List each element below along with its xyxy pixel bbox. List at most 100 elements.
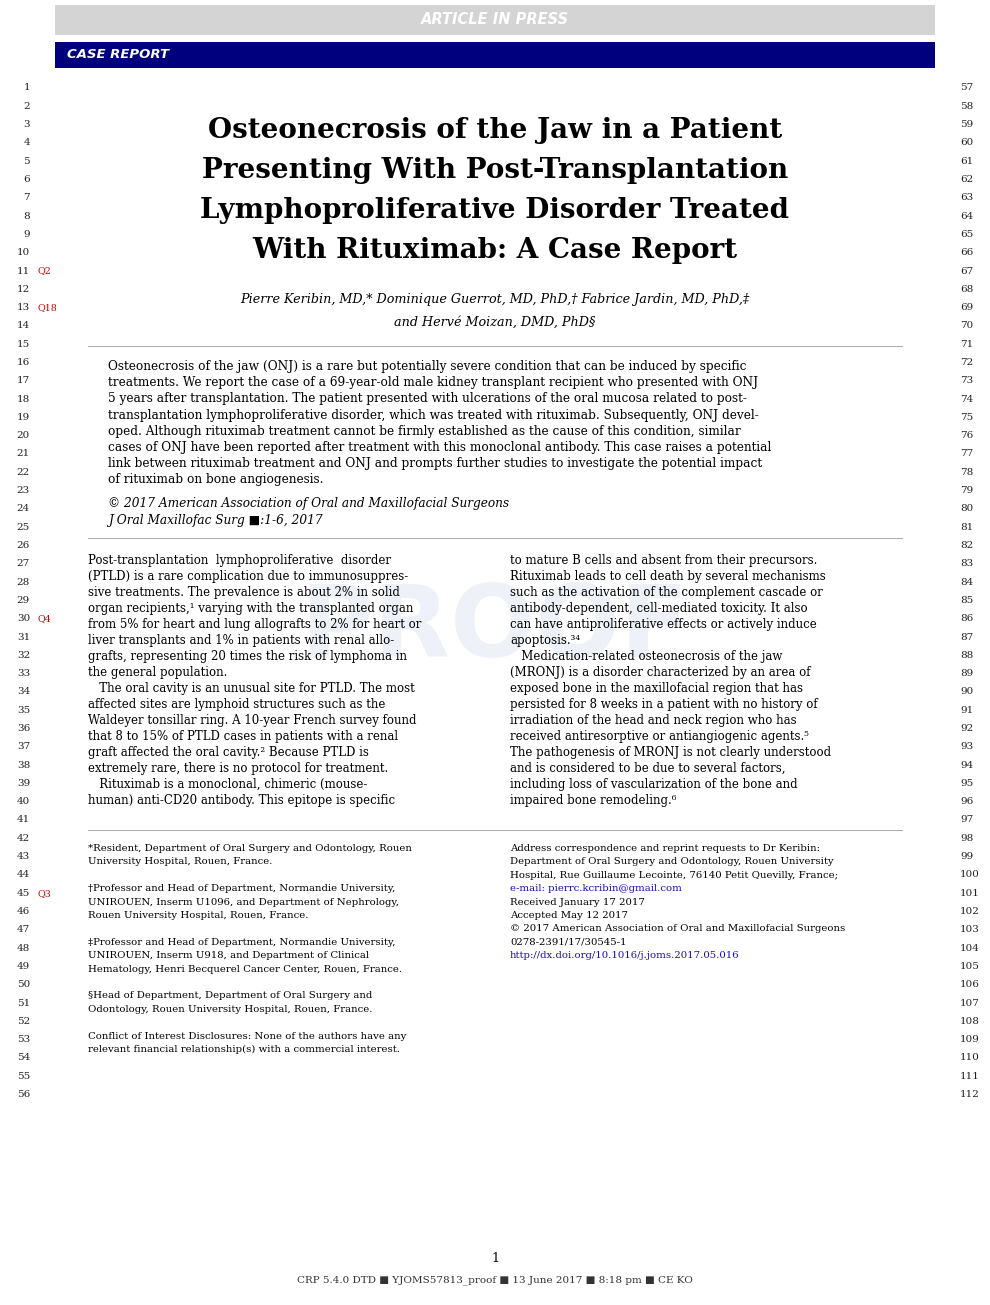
Text: 70: 70	[960, 321, 973, 330]
Text: §Head of Department, Department of Oral Surgery and: §Head of Department, Department of Oral …	[88, 992, 372, 1001]
Text: 105: 105	[960, 962, 980, 971]
Text: such as the activation of the complement cascade or: such as the activation of the complement…	[510, 586, 823, 599]
Text: 10: 10	[17, 248, 30, 257]
Text: 16: 16	[17, 358, 30, 367]
Text: 31: 31	[17, 633, 30, 642]
Text: †Professor and Head of Department, Normandie University,: †Professor and Head of Department, Norma…	[88, 885, 395, 893]
Text: 86: 86	[960, 615, 973, 624]
Text: human) anti-CD20 antibody. This epitope is specific: human) anti-CD20 antibody. This epitope …	[88, 793, 395, 806]
Text: 69: 69	[960, 303, 973, 312]
Text: 7: 7	[24, 193, 30, 202]
Text: received antiresorptive or antiangiogenic agents.⁵: received antiresorptive or antiangiogeni…	[510, 729, 809, 743]
Text: 2: 2	[24, 102, 30, 111]
Text: 112: 112	[960, 1090, 980, 1099]
Text: Conflict of Interest Disclosures: None of the authors have any: Conflict of Interest Disclosures: None o…	[88, 1031, 406, 1040]
Text: University Hospital, Rouen, France.: University Hospital, Rouen, France.	[88, 857, 272, 867]
Text: 72: 72	[960, 358, 973, 367]
Text: 39: 39	[17, 779, 30, 788]
Text: 68: 68	[960, 284, 973, 294]
Text: 90: 90	[960, 688, 973, 697]
Text: 37: 37	[17, 743, 30, 752]
Text: Department of Oral Surgery and Odontology, Rouen University: Department of Oral Surgery and Odontolog…	[510, 857, 834, 867]
Text: 45: 45	[17, 889, 30, 898]
Text: affected sites are lymphoid structures such as the: affected sites are lymphoid structures s…	[88, 698, 385, 711]
Text: ‡Professor and Head of Department, Normandie University,: ‡Professor and Head of Department, Norma…	[88, 938, 395, 947]
Text: e-mail: pierrc.kcribin@gmail.com: e-mail: pierrc.kcribin@gmail.com	[510, 885, 682, 893]
Text: 19: 19	[17, 412, 30, 422]
Text: 9: 9	[24, 230, 30, 239]
Text: 6: 6	[24, 175, 30, 184]
Text: 71: 71	[960, 339, 973, 348]
Text: 21: 21	[17, 449, 30, 458]
Text: relevant financial relationship(s) with a commercial interest.: relevant financial relationship(s) with …	[88, 1045, 400, 1054]
Text: CASE REPORT: CASE REPORT	[67, 48, 169, 61]
Text: Post-transplantation  lymphoproliferative  disorder: Post-transplantation lymphoproliferative…	[88, 555, 391, 566]
Text: antibody-dependent, cell-mediated toxicity. It also: antibody-dependent, cell-mediated toxici…	[510, 602, 808, 615]
Text: 11: 11	[17, 266, 30, 275]
Text: treatments. We report the case of a 69-year-old male kidney transplant recipient: treatments. We report the case of a 69-y…	[108, 376, 758, 389]
Text: UNIROUEN, Inserm U1096, and Department of Nephrology,: UNIROUEN, Inserm U1096, and Department o…	[88, 898, 399, 907]
Text: 101: 101	[960, 889, 980, 898]
Text: 56: 56	[17, 1090, 30, 1099]
Text: 102: 102	[960, 907, 980, 916]
Text: 5 years after transplantation. The patient presented with ulcerations of the ora: 5 years after transplantation. The patie…	[108, 393, 746, 406]
Text: 91: 91	[960, 706, 973, 715]
Bar	[55, 42, 935, 68]
Text: Osteonecrosis of the jaw (ONJ) is a rare but potentially severe condition that c: Osteonecrosis of the jaw (ONJ) is a rare…	[108, 360, 746, 373]
Text: Q2: Q2	[38, 266, 51, 275]
Text: 4: 4	[24, 138, 30, 147]
Text: of rituximab on bone angiogenesis.: of rituximab on bone angiogenesis.	[108, 474, 324, 487]
Text: 110: 110	[960, 1053, 980, 1062]
Text: 3: 3	[24, 120, 30, 129]
Text: 60: 60	[960, 138, 973, 147]
Text: can have antiproliferative effects or actively induce: can have antiproliferative effects or ac…	[510, 619, 817, 632]
Text: 108: 108	[960, 1017, 980, 1026]
Text: With Rituximab: A Case Report: With Rituximab: A Case Report	[252, 236, 738, 264]
Text: 66: 66	[960, 248, 973, 257]
Text: 103: 103	[960, 925, 980, 934]
Text: 88: 88	[960, 651, 973, 660]
Text: Received January 17 2017: Received January 17 2017	[510, 898, 644, 907]
Text: Hospital, Rue Guillaume Lecointe, 76140 Petit Quevilly, France;: Hospital, Rue Guillaume Lecointe, 76140 …	[510, 870, 839, 880]
Text: Rituximab leads to cell death by several mechanisms: Rituximab leads to cell death by several…	[510, 570, 826, 583]
Text: 48: 48	[17, 944, 30, 953]
Text: 47: 47	[17, 925, 30, 934]
Text: Medication-related osteonecrosis of the jaw: Medication-related osteonecrosis of the …	[510, 650, 782, 663]
Text: The pathogenesis of MRONJ is not clearly understood: The pathogenesis of MRONJ is not clearly…	[510, 746, 832, 760]
Text: 55: 55	[17, 1071, 30, 1081]
Text: 40: 40	[17, 797, 30, 806]
Text: 67: 67	[960, 266, 973, 275]
Text: http://dx.doi.org/10.1016/j.joms.2017.05.016: http://dx.doi.org/10.1016/j.joms.2017.05…	[510, 951, 740, 960]
Text: apoptosis.³⁴: apoptosis.³⁴	[510, 634, 580, 647]
Text: grafts, representing 20 times the risk of lymphoma in: grafts, representing 20 times the risk o…	[88, 650, 407, 663]
Text: 26: 26	[17, 542, 30, 549]
Text: 99: 99	[960, 852, 973, 861]
Text: 89: 89	[960, 669, 973, 679]
Text: organ recipients,¹ varying with the transplanted organ: organ recipients,¹ varying with the tran…	[88, 602, 414, 615]
Text: 1: 1	[491, 1251, 499, 1265]
Text: cases of ONJ have been reported after treatment with this monoclonal antibody. T: cases of ONJ have been reported after tr…	[108, 441, 771, 454]
Text: Q3: Q3	[38, 889, 51, 898]
Text: 75: 75	[960, 412, 973, 422]
Text: 61: 61	[960, 157, 973, 166]
Text: 38: 38	[17, 761, 30, 770]
Text: CRP 5.4.0 DTD ■ YJOMS57813_proof ■ 13 June 2017 ■ 8:18 pm ■ CE KO: CRP 5.4.0 DTD ■ YJOMS57813_proof ■ 13 Ju…	[297, 1275, 693, 1285]
Text: 59: 59	[960, 120, 973, 129]
Text: 52: 52	[17, 1017, 30, 1026]
Text: 46: 46	[17, 907, 30, 916]
Text: © 2017 American Association of Oral and Maxillofacial Surgeons: © 2017 American Association of Oral and …	[108, 497, 509, 510]
Text: 33: 33	[17, 669, 30, 679]
Text: 78: 78	[960, 467, 973, 476]
Text: Rituximab is a monoclonal, chimeric (mouse-: Rituximab is a monoclonal, chimeric (mou…	[88, 778, 367, 791]
Text: 73: 73	[960, 376, 973, 385]
Text: 107: 107	[960, 998, 980, 1007]
Text: 85: 85	[960, 596, 973, 606]
Text: 24: 24	[17, 505, 30, 513]
Text: oped. Although rituximab treatment cannot be firmly established as the cause of : oped. Although rituximab treatment canno…	[108, 425, 741, 437]
Text: 81: 81	[960, 523, 973, 531]
Text: link between rituximab treatment and ONJ and prompts further studies to investig: link between rituximab treatment and ONJ…	[108, 457, 762, 470]
Text: (MRONJ) is a disorder characterized by an area of: (MRONJ) is a disorder characterized by a…	[510, 666, 811, 679]
Text: Osteonecrosis of the Jaw in a Patient: Osteonecrosis of the Jaw in a Patient	[208, 116, 782, 144]
Text: including loss of vascularization of the bone and: including loss of vascularization of the…	[510, 778, 798, 791]
Text: exposed bone in the maxillofacial region that has: exposed bone in the maxillofacial region…	[510, 683, 803, 696]
